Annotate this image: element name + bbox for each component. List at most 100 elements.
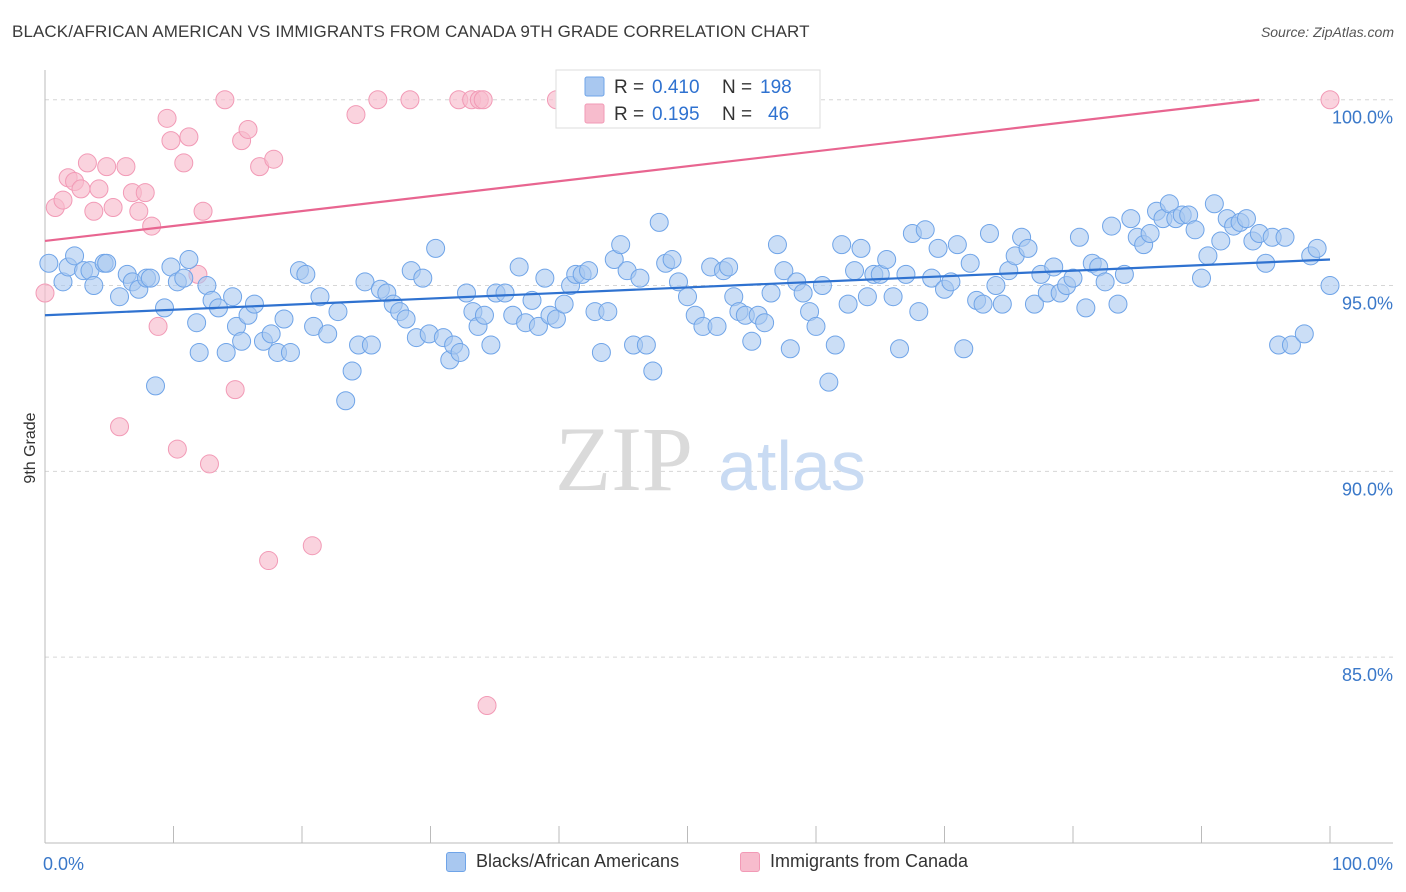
chart-title: BLACK/AFRICAN AMERICAN VS IMMIGRANTS FRO… (12, 22, 810, 41)
legend-n-label-blue: N = (722, 77, 752, 98)
x-tick-labels: 0.0% 100.0% (43, 854, 1393, 874)
data-point-blacks (481, 335, 501, 355)
trendline-canada (44, 98, 1260, 243)
data-point-blacks (832, 235, 852, 255)
data-point-canada (71, 179, 91, 199)
data-point-blacks (546, 309, 566, 329)
data-point-blacks (1198, 246, 1218, 266)
data-point-blacks (1281, 335, 1301, 355)
data-point-blacks (1108, 294, 1128, 314)
data-point-blacks (39, 253, 59, 273)
legend-n-value-pink: 46 (768, 104, 789, 125)
data-point-canada (346, 105, 366, 125)
data-point-blacks (857, 287, 877, 307)
data-point-blacks (1307, 238, 1327, 258)
data-point-blacks (244, 294, 264, 314)
data-point-blacks (426, 238, 446, 258)
data-point-canada (35, 283, 55, 303)
data-point-blacks (1185, 220, 1205, 240)
data-point-blacks (845, 261, 865, 281)
data-point-blacks (413, 268, 433, 288)
data-point-blacks (883, 287, 903, 307)
data-point-blacks (662, 250, 682, 270)
data-point-blacks (216, 342, 236, 362)
series-blacks-african-americans (39, 194, 1340, 411)
data-point-blacks (598, 302, 618, 322)
data-point-blacks (495, 283, 515, 303)
data-point-canada (1320, 90, 1340, 110)
data-point-blacks (318, 324, 338, 344)
trendline-blacks (44, 258, 1331, 317)
data-point-canada (259, 551, 279, 571)
data-point-blacks (774, 261, 794, 281)
legend-label-canada: Immigrants from Canada (770, 851, 969, 871)
y-tick-label: 95.0% (1342, 294, 1393, 314)
data-point-blacks (1320, 276, 1340, 296)
data-point-blacks (396, 309, 416, 329)
data-point-blacks (973, 294, 993, 314)
y-tick-labels: 85.0% 90.0% 95.0% 100.0% (1332, 108, 1393, 685)
data-point-blacks (450, 342, 470, 362)
y-tick-label: 90.0% (1342, 479, 1393, 499)
data-point-blacks (941, 272, 961, 292)
data-point-blacks (110, 287, 130, 307)
data-point-blacks (1294, 324, 1314, 344)
data-point-canada (129, 201, 149, 221)
data-point-blacks (1024, 294, 1044, 314)
data-point-canada (400, 90, 420, 110)
data-point-blacks (232, 331, 252, 351)
data-point-blacks (1204, 194, 1224, 214)
data-point-canada (53, 190, 73, 210)
data-point-blacks (261, 324, 281, 344)
data-point-blacks (97, 253, 117, 273)
data-point-blacks (1275, 227, 1295, 247)
data-point-blacks (361, 335, 381, 355)
data-point-blacks (535, 268, 555, 288)
legend-stats-swatch-blue (584, 76, 605, 97)
data-point-blacks (767, 235, 787, 255)
data-point-canada (302, 536, 322, 556)
data-point-blacks (761, 283, 781, 303)
legend-swatch-blacks (446, 851, 466, 872)
x-tick-label: 100.0% (1332, 854, 1393, 874)
data-point-canada (193, 201, 213, 221)
source-label: Source: ZipAtlas.com (1260, 24, 1394, 40)
data-point-blacks (707, 316, 727, 336)
data-point-blacks (355, 272, 375, 292)
data-point-blacks (825, 335, 845, 355)
data-point-blacks (528, 316, 548, 336)
trendlines (44, 98, 1331, 317)
gridlines (45, 99, 1393, 658)
data-point-canada (179, 127, 199, 147)
data-point-blacks (522, 290, 542, 310)
data-point-blacks (509, 257, 529, 277)
data-point-blacks (280, 342, 300, 362)
data-point-blacks (1063, 268, 1083, 288)
data-point-blacks (65, 246, 85, 266)
legend-label-blacks: Blacks/African Americans (476, 851, 680, 871)
y-tick-label: 85.0% (1342, 665, 1393, 685)
data-point-blacks (1211, 231, 1231, 251)
data-point-blacks (336, 391, 356, 411)
data-point-blacks (896, 264, 916, 284)
data-point-blacks (890, 339, 910, 359)
data-point-canada (225, 380, 245, 400)
watermark-zip: ZIP (555, 408, 693, 510)
data-point-blacks (719, 257, 739, 277)
data-point-canada (97, 157, 117, 177)
watermark: ZIP atlas (555, 408, 866, 510)
data-point-blacks (1076, 298, 1096, 318)
data-point-blacks (579, 261, 599, 281)
data-point-canada (215, 90, 235, 110)
data-point-blacks (643, 361, 663, 381)
data-point-blacks (649, 212, 669, 232)
data-point-blacks (591, 342, 611, 362)
y-axis-label: 9th Grade (22, 412, 39, 483)
data-point-canada (264, 149, 284, 169)
data-point-blacks (1236, 209, 1256, 229)
legend-r-value-pink: 0.195 (652, 104, 700, 125)
data-point-blacks (310, 287, 330, 307)
data-point-blacks (474, 305, 494, 325)
data-point-blacks (187, 313, 207, 333)
